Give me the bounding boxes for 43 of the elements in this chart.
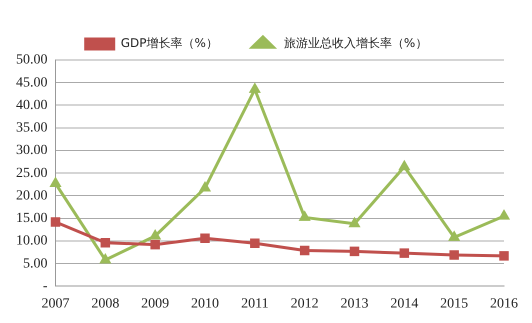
point bbox=[449, 250, 459, 260]
y-tick-label: - bbox=[42, 278, 48, 294]
point bbox=[50, 217, 60, 227]
point bbox=[398, 160, 410, 170]
point bbox=[350, 246, 360, 256]
x-tick-label: 2012 bbox=[290, 296, 319, 312]
point bbox=[348, 217, 360, 228]
y-tick-label: 30.00 bbox=[16, 143, 48, 158]
point bbox=[249, 82, 261, 93]
x-tick-label: 2016 bbox=[490, 296, 518, 312]
y-tick-label: 35.00 bbox=[16, 120, 48, 136]
x-tick-label: 2015 bbox=[440, 296, 468, 312]
point bbox=[400, 248, 410, 258]
point bbox=[149, 229, 161, 240]
point bbox=[498, 210, 510, 220]
y-tick-label: 50.00 bbox=[16, 52, 48, 68]
point bbox=[100, 238, 110, 248]
x-tick-label: 2010 bbox=[191, 296, 219, 312]
x-tick-label: 2009 bbox=[141, 296, 170, 312]
y-tick-label: 20.00 bbox=[16, 188, 48, 204]
point bbox=[448, 230, 460, 241]
x-tick-label: 2007 bbox=[42, 296, 70, 312]
point bbox=[50, 177, 62, 188]
legend-label: GDP增长率（%） bbox=[120, 36, 218, 50]
point bbox=[250, 238, 260, 248]
point bbox=[298, 210, 310, 221]
point bbox=[100, 253, 112, 264]
point bbox=[300, 246, 310, 256]
y-tick-label: 45.00 bbox=[16, 75, 48, 90]
point bbox=[150, 240, 160, 250]
x-tick-label: 2011 bbox=[241, 296, 269, 312]
legend-label: 旅游业总收入增长率（%） bbox=[284, 36, 428, 50]
point bbox=[199, 182, 211, 192]
x-tick-label: 2008 bbox=[91, 296, 120, 312]
point bbox=[499, 251, 509, 261]
x-tick-label: 2014 bbox=[390, 296, 418, 312]
y-tick-label: 15.00 bbox=[16, 211, 48, 226]
y-tick-label: 10.00 bbox=[16, 234, 48, 249]
y-tick-label: 5.00 bbox=[23, 256, 48, 272]
x-tick-label: 2013 bbox=[340, 296, 368, 312]
y-tick-label: 25.00 bbox=[16, 166, 48, 181]
y-tick-label: 40.00 bbox=[16, 98, 48, 113]
point bbox=[200, 234, 210, 243]
